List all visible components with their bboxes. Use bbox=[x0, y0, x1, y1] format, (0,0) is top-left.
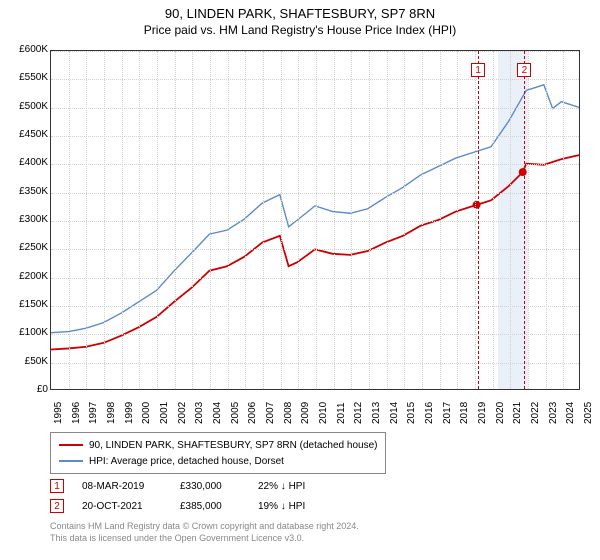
x-axis-label: 2016 bbox=[424, 402, 435, 424]
y-axis-label: £550K bbox=[2, 72, 48, 83]
legend-label: 90, LINDEN PARK, SHAFTESBURY, SP7 8RN (d… bbox=[89, 440, 377, 451]
sale-point-marker bbox=[473, 201, 481, 209]
x-axis-label: 2024 bbox=[565, 402, 576, 424]
x-axis-label: 1996 bbox=[71, 402, 82, 424]
y-axis-label: £300K bbox=[2, 214, 48, 225]
x-axis-label: 2012 bbox=[353, 402, 364, 424]
sale-diff: 19% ↓ HPI bbox=[258, 501, 338, 512]
x-axis-label: 1995 bbox=[53, 402, 64, 424]
x-axis-label: 1997 bbox=[88, 402, 99, 424]
sale-diff: 22% ↓ HPI bbox=[258, 481, 338, 492]
y-axis-label: £100K bbox=[2, 327, 48, 338]
footer-line: This data is licensed under the Open Gov… bbox=[50, 532, 359, 544]
series-line bbox=[51, 85, 579, 333]
x-axis-label: 2022 bbox=[530, 402, 541, 424]
x-axis-label: 2011 bbox=[336, 402, 347, 424]
chart-container: 90, LINDEN PARK, SHAFTESBURY, SP7 8RN Pr… bbox=[0, 0, 600, 560]
x-axis-label: 2004 bbox=[212, 402, 223, 424]
x-axis-label: 2023 bbox=[548, 402, 559, 424]
y-axis-label: £200K bbox=[2, 271, 48, 282]
x-axis-label: 1999 bbox=[124, 402, 135, 424]
table-row: 2 20-OCT-2021 £385,000 19% ↓ HPI bbox=[50, 496, 338, 516]
x-axis-label: 2000 bbox=[141, 402, 152, 424]
y-axis-label: £600K bbox=[2, 44, 48, 55]
legend-label: HPI: Average price, detached house, Dors… bbox=[89, 456, 284, 467]
legend: 90, LINDEN PARK, SHAFTESBURY, SP7 8RN (d… bbox=[50, 432, 386, 474]
y-axis-label: £400K bbox=[2, 157, 48, 168]
x-axis-label: 1998 bbox=[106, 402, 117, 424]
footer-credits: Contains HM Land Registry data © Crown c… bbox=[50, 520, 359, 544]
chart-marker-number: 1 bbox=[471, 63, 485, 77]
x-axis-label: 2010 bbox=[318, 402, 329, 424]
legend-swatch bbox=[59, 460, 83, 462]
x-axis-label: 2013 bbox=[371, 402, 382, 424]
legend-swatch bbox=[59, 444, 83, 446]
x-axis-label: 2003 bbox=[194, 402, 205, 424]
title-block: 90, LINDEN PARK, SHAFTESBURY, SP7 8RN Pr… bbox=[0, 0, 600, 37]
chart-title: 90, LINDEN PARK, SHAFTESBURY, SP7 8RN bbox=[0, 6, 600, 21]
legend-item: 90, LINDEN PARK, SHAFTESBURY, SP7 8RN (d… bbox=[59, 437, 377, 453]
y-axis-label: £150K bbox=[2, 299, 48, 310]
x-axis-label: 2020 bbox=[495, 402, 506, 424]
table-row: 1 08-MAR-2019 £330,000 22% ↓ HPI bbox=[50, 476, 338, 496]
plot-area: 12 bbox=[50, 50, 580, 390]
sale-price: £385,000 bbox=[180, 501, 240, 512]
x-axis-label: 2025 bbox=[583, 402, 594, 424]
y-axis-label: £50K bbox=[2, 356, 48, 367]
x-axis-label: 2002 bbox=[177, 402, 188, 424]
x-axis-label: 2017 bbox=[442, 402, 453, 424]
sale-marker-number: 2 bbox=[50, 499, 64, 513]
y-axis-label: £500K bbox=[2, 101, 48, 112]
footer-line: Contains HM Land Registry data © Crown c… bbox=[50, 520, 359, 532]
x-axis-label: 2001 bbox=[159, 402, 170, 424]
y-axis-label: £250K bbox=[2, 242, 48, 253]
y-axis-label: £450K bbox=[2, 129, 48, 140]
legend-item: HPI: Average price, detached house, Dors… bbox=[59, 453, 377, 469]
x-axis-label: 2014 bbox=[389, 402, 400, 424]
sale-marker-number: 1 bbox=[50, 479, 64, 493]
x-axis-label: 2021 bbox=[512, 402, 523, 424]
x-axis-label: 2009 bbox=[300, 402, 311, 424]
sale-date: 08-MAR-2019 bbox=[82, 481, 162, 492]
x-axis-label: 2006 bbox=[247, 402, 258, 424]
chart-marker-number: 2 bbox=[517, 63, 531, 77]
series-line bbox=[51, 155, 579, 349]
sale-date: 20-OCT-2021 bbox=[82, 501, 162, 512]
x-axis-label: 2018 bbox=[459, 402, 470, 424]
y-axis-label: £350K bbox=[2, 186, 48, 197]
sales-table: 1 08-MAR-2019 £330,000 22% ↓ HPI 2 20-OC… bbox=[50, 476, 338, 516]
x-axis-label: 2019 bbox=[477, 402, 488, 424]
x-axis-label: 2008 bbox=[283, 402, 294, 424]
sale-point-marker bbox=[519, 168, 527, 176]
sale-price: £330,000 bbox=[180, 481, 240, 492]
x-axis-label: 2015 bbox=[406, 402, 417, 424]
x-axis-label: 2007 bbox=[265, 402, 276, 424]
plot-svg bbox=[51, 51, 579, 389]
y-axis-label: £0 bbox=[2, 384, 48, 395]
chart-subtitle: Price paid vs. HM Land Registry's House … bbox=[0, 23, 600, 37]
x-axis-label: 2005 bbox=[230, 402, 241, 424]
